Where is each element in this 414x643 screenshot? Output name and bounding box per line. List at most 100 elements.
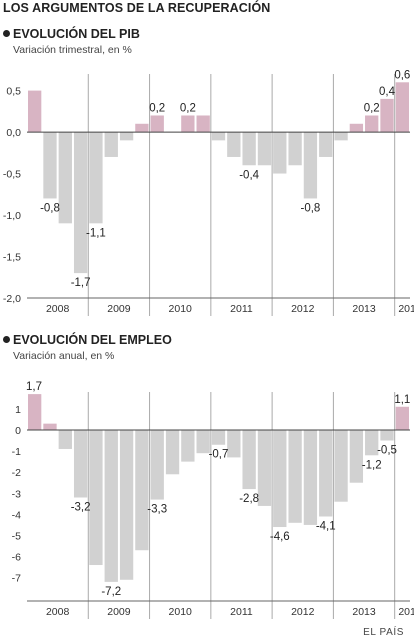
pib-bar bbox=[365, 115, 379, 133]
pib-y-tick-label: -1,0 bbox=[3, 210, 21, 222]
pib-data-label: -1,1 bbox=[86, 227, 106, 239]
empleo-x-tick-label: 2009 bbox=[107, 606, 131, 618]
empleo-y-tick-label: 1 bbox=[15, 404, 21, 416]
empleo-bar bbox=[58, 429, 72, 449]
empleo-bar bbox=[181, 429, 195, 462]
pib-data-label: -1,7 bbox=[71, 277, 91, 289]
empleo-bar bbox=[395, 406, 409, 430]
pib-bar bbox=[73, 132, 88, 274]
empleo-y-tick-label: -3 bbox=[12, 488, 21, 500]
empleo-bar bbox=[135, 429, 149, 551]
pib-bar bbox=[334, 132, 348, 141]
pib-bar bbox=[349, 123, 364, 133]
empleo-x-tick-label: 2012 bbox=[291, 606, 315, 618]
pib-data-label: 0,2 bbox=[180, 102, 196, 114]
pib-bar bbox=[43, 132, 57, 199]
empleo-bar bbox=[365, 429, 379, 456]
empleo-bar bbox=[119, 429, 134, 580]
pib-bar bbox=[119, 132, 134, 141]
empleo-bar bbox=[211, 429, 226, 445]
empleo-y-tick-label: 0 bbox=[15, 425, 21, 437]
empleo-data-label: -7,2 bbox=[101, 586, 121, 598]
empleo-bar bbox=[303, 429, 318, 525]
pib-data-label: -0,4 bbox=[239, 169, 259, 181]
pib-chart: 0,5 0,0 -0,5 -1,0 -1,5 -2,0 -0,8 -1,7 -1,1 0,2 0,2… bbox=[3, 70, 414, 316]
pib-bar bbox=[89, 132, 103, 224]
empleo-bar bbox=[73, 429, 88, 498]
bullet-dot-icon bbox=[3, 30, 10, 37]
empleo-data-label: 1,1 bbox=[394, 394, 410, 406]
empleo-data-label: -4,1 bbox=[316, 520, 336, 532]
pib-x-tick-label: 2011 bbox=[230, 303, 253, 315]
pib-bar bbox=[181, 115, 195, 133]
empleo-bar bbox=[257, 429, 272, 506]
empleo-x-tick-label: 2013 bbox=[352, 606, 376, 618]
empleo-y-tick-label: -5 bbox=[12, 530, 21, 542]
pib-y-tick-label: -0,5 bbox=[3, 169, 21, 181]
pib-bar bbox=[135, 123, 149, 133]
empleo-bar bbox=[43, 423, 57, 430]
empleo-bar bbox=[150, 429, 164, 500]
empleo-x-tick-label: 2010 bbox=[169, 606, 193, 618]
pib-y-tick-label: 0,5 bbox=[6, 86, 21, 98]
pib-x-tick-label: 2010 bbox=[169, 303, 193, 315]
pib-bar bbox=[380, 98, 394, 133]
pib-bar bbox=[150, 115, 164, 133]
empleo-data-label: -1,2 bbox=[362, 459, 382, 471]
pib-data-label: 0,2 bbox=[364, 102, 380, 114]
pib-chart-subtitle: Variación trimestral, en % bbox=[13, 44, 132, 56]
empleo-x-tick-label: 2014 bbox=[398, 606, 414, 618]
pib-y-tick-label: -1,5 bbox=[3, 252, 21, 264]
empleo-bar bbox=[334, 429, 348, 502]
pib-y-tick-label: 0,0 bbox=[6, 127, 21, 139]
empleo-header: EVOLUCIÓN DEL EMPLEO Variación anual, en… bbox=[3, 333, 172, 362]
pib-bar bbox=[395, 82, 409, 133]
pib-bar bbox=[319, 132, 333, 157]
empleo-y-tick-label: -6 bbox=[12, 552, 21, 564]
pib-data-label: -0,8 bbox=[40, 202, 60, 214]
empleo-chart: 1 0 -1 -2 -3 -4 -5 -6 -7 1,7 -3,2 -7,2 -3,3 -0,7 -2,8 -… bbox=[12, 381, 414, 619]
pib-bar bbox=[303, 132, 318, 199]
empleo-bar bbox=[288, 429, 302, 523]
empleo-data-label: -2,8 bbox=[239, 493, 259, 505]
pib-x-tick-label: 2014 bbox=[398, 303, 414, 315]
empleo-data-label: 1,7 bbox=[26, 381, 42, 393]
pib-data-label: -0,8 bbox=[301, 202, 321, 214]
pib-bar bbox=[28, 90, 42, 133]
page-title: LOS ARGUMENTOS DE LA RECUPERACIÓN bbox=[3, 1, 271, 15]
empleo-bar bbox=[104, 429, 118, 582]
empleo-chart-title: EVOLUCIÓN DEL EMPLEO bbox=[13, 333, 172, 347]
empleo-bar bbox=[380, 429, 394, 441]
pib-bar bbox=[196, 115, 210, 133]
empleo-bar bbox=[319, 429, 333, 517]
empleo-bar bbox=[227, 429, 241, 458]
pib-bar bbox=[211, 132, 226, 141]
empleo-y-tick-label: -1 bbox=[12, 446, 21, 458]
empleo-y-tick-label: -7 bbox=[12, 573, 21, 585]
empleo-data-label: -3,2 bbox=[71, 501, 91, 513]
empleo-bar bbox=[28, 394, 42, 430]
pib-bar bbox=[104, 132, 118, 157]
empleo-bar bbox=[242, 429, 256, 490]
empleo-x-tick-label: 2011 bbox=[230, 606, 253, 618]
empleo-data-label: -4,6 bbox=[270, 531, 290, 543]
pib-bar bbox=[273, 132, 287, 174]
pib-bar bbox=[257, 132, 272, 166]
pib-x-tick-label: 2012 bbox=[291, 303, 315, 315]
empleo-bar bbox=[89, 429, 103, 566]
pib-chart-title: EVOLUCIÓN DEL PIB bbox=[13, 27, 140, 41]
pib-bar bbox=[227, 132, 241, 157]
pib-x-tick-label: 2009 bbox=[107, 303, 131, 315]
pib-data-label: 0,4 bbox=[379, 86, 396, 98]
empleo-bar bbox=[165, 429, 180, 475]
empleo-x-tick-label: 2008 bbox=[46, 606, 70, 618]
empleo-bar bbox=[196, 429, 210, 454]
empleo-data-label: -3,3 bbox=[147, 504, 167, 516]
source-credit: EL PAÍS bbox=[363, 627, 404, 638]
empleo-chart-subtitle: Variación anual, en % bbox=[13, 350, 115, 362]
empleo-bar bbox=[273, 429, 287, 528]
pib-data-label: 0,2 bbox=[149, 102, 165, 114]
pib-x-tick-label: 2013 bbox=[352, 303, 376, 315]
pib-header: EVOLUCIÓN DEL PIB Variación trimestral, … bbox=[3, 27, 140, 56]
pib-bar bbox=[242, 132, 256, 166]
